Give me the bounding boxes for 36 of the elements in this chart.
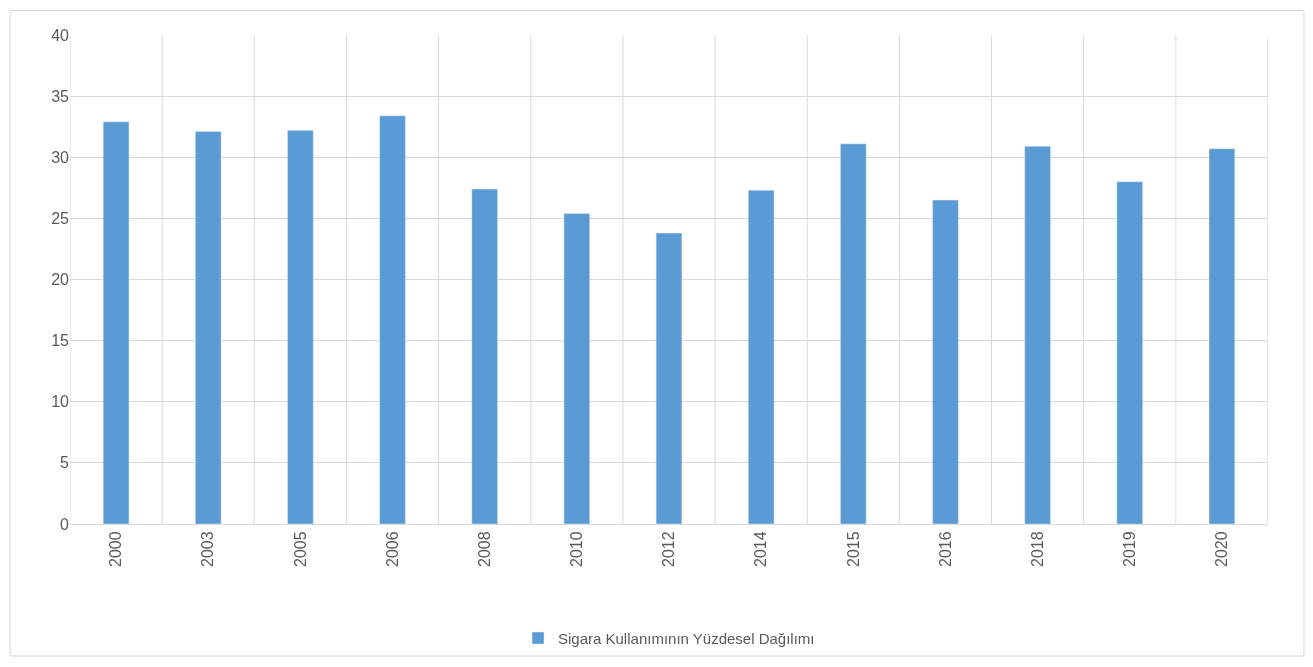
x-tick-label: 2006: [383, 531, 401, 567]
y-tick-label: 20: [51, 271, 70, 289]
x-tick-label: 2014: [752, 531, 770, 567]
x-tick-label: 2012: [660, 531, 678, 567]
y-tick-label: 10: [51, 393, 70, 411]
bar: [1208, 148, 1236, 524]
x-tick-label: 2003: [199, 531, 217, 567]
bar: [1116, 181, 1143, 524]
y-tick-label: 35: [51, 87, 70, 105]
x-tick-label: 2008: [475, 531, 493, 567]
x-tick-label: 2018: [1028, 531, 1046, 567]
x-tick-label: 2000: [107, 531, 125, 567]
x-tick-label: 2005: [291, 531, 309, 567]
y-tick-label: 15: [51, 332, 70, 350]
bar: [195, 131, 222, 524]
x-tick-label: 2019: [1120, 531, 1138, 567]
bar: [379, 115, 406, 524]
bar: [655, 232, 683, 524]
legend-label: Sigara Kullanımının Yüzdesel Dağılımı: [558, 629, 815, 647]
bar: [102, 121, 130, 524]
bar: [932, 199, 959, 524]
bar: [287, 130, 314, 524]
bar: [471, 188, 498, 524]
bar: [840, 143, 867, 524]
y-tick-label: 0: [60, 515, 70, 533]
bar: [563, 213, 590, 524]
x-tick-label: 2015: [844, 531, 862, 567]
y-tick-label: 25: [51, 209, 70, 227]
x-tick-label: 2010: [568, 531, 586, 567]
y-tick-label: 40: [51, 26, 70, 44]
x-tick-label: 2016: [936, 531, 954, 567]
y-tick-label: 30: [51, 148, 70, 166]
x-tick-label: 2020: [1213, 531, 1231, 567]
y-tick-label: 5: [60, 454, 70, 472]
bar: [1024, 146, 1051, 524]
bar: [748, 190, 775, 524]
